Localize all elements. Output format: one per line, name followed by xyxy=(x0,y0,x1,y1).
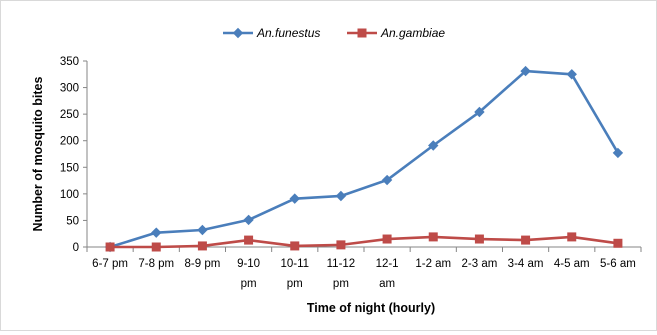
y-tick-label: 150 xyxy=(60,162,79,174)
y-tick-label: 200 xyxy=(60,136,79,148)
y-axis: 0 50 100 150 200 250 300 350 xyxy=(60,56,88,254)
data-point-an-gambiae xyxy=(428,232,438,242)
legend-marker-an-gambiae xyxy=(357,28,367,38)
data-point-an-funestus xyxy=(289,193,300,204)
x-tick-label: 7-8 pm xyxy=(138,258,174,270)
x-axis: 6-7 pm 7-8 pm 8-9 pm 9-10 pm 10-11 pm 11-12 pm 12… xyxy=(86,246,642,290)
x-tick-label: pm xyxy=(241,278,257,290)
legend: An.funestus An.gambiae xyxy=(223,26,445,40)
x-tick-label: pm xyxy=(333,278,349,290)
data-point-an-funestus xyxy=(335,190,347,202)
data-point-an-funestus xyxy=(197,224,208,236)
y-tick-label: 350 xyxy=(60,56,79,68)
x-tick-label: 12-1 xyxy=(376,258,399,270)
legend-label-an-gambiae: An.gambiae xyxy=(380,26,445,40)
data-point-an-gambiae xyxy=(613,238,623,248)
data-point-an-gambiae xyxy=(105,242,115,252)
legend-item-an-gambiae: An.gambiae xyxy=(347,26,445,40)
x-tick-label: 6-7 pm xyxy=(92,258,128,270)
data-point-an-gambiae xyxy=(382,234,392,244)
line-chart: An.funestus An.gambiae Number of mosquito… xyxy=(31,26,642,315)
data-point-an-funestus xyxy=(151,227,162,238)
x-axis-title: Time of night (hourly) xyxy=(307,301,435,315)
data-point-an-funestus xyxy=(520,65,531,77)
x-tick-label: 10-11 xyxy=(280,258,309,270)
x-tick-label: 9-10 xyxy=(237,258,260,270)
data-point-an-gambiae xyxy=(474,234,484,244)
legend-label-an-funestus: An.funestus xyxy=(256,26,320,40)
data-point-an-funestus xyxy=(428,140,439,151)
series-an-gambiae xyxy=(105,232,623,252)
series-line-an-gambiae xyxy=(110,235,619,249)
data-point-an-gambiae xyxy=(244,235,254,245)
y-tick-label: 50 xyxy=(66,215,79,227)
y-tick-label: 250 xyxy=(60,109,79,121)
plot-area xyxy=(104,65,624,253)
data-point-an-funestus xyxy=(474,106,485,118)
legend-marker-an-funestus xyxy=(232,27,244,39)
data-point-an-gambiae xyxy=(521,235,531,245)
x-tick-label: 4-5 am xyxy=(554,258,590,270)
data-point-an-funestus xyxy=(243,214,254,226)
y-axis-title: Number of mosquito bites xyxy=(31,77,45,232)
data-point-an-gambiae xyxy=(290,241,300,251)
y-tick-label: 300 xyxy=(60,83,79,95)
y-tick-label: 100 xyxy=(60,189,79,201)
x-tick-label: 3-4 am xyxy=(508,258,544,270)
data-point-an-gambiae xyxy=(336,240,346,250)
data-point-an-gambiae xyxy=(567,232,577,242)
series-an-funestus xyxy=(104,65,624,253)
series-line-an-funestus xyxy=(109,69,620,249)
x-tick-label: 8-9 pm xyxy=(185,258,221,270)
data-point-an-funestus xyxy=(566,69,577,80)
x-tick-label: 11-12 xyxy=(327,258,356,270)
x-tick-label: 5-6 am xyxy=(600,258,636,270)
y-tick-label: 0 xyxy=(73,242,79,254)
data-point-an-funestus xyxy=(612,147,624,159)
x-tick-label: am xyxy=(379,278,395,290)
x-tick-label: 2-3 am xyxy=(462,258,498,270)
x-tick-label: pm xyxy=(287,278,303,290)
legend-item-an-funestus: An.funestus xyxy=(223,26,320,40)
data-point-an-gambiae xyxy=(151,242,161,252)
x-tick-label: 1-2 am xyxy=(415,258,451,270)
data-point-an-gambiae xyxy=(197,241,207,251)
data-point-an-funestus xyxy=(381,174,393,186)
